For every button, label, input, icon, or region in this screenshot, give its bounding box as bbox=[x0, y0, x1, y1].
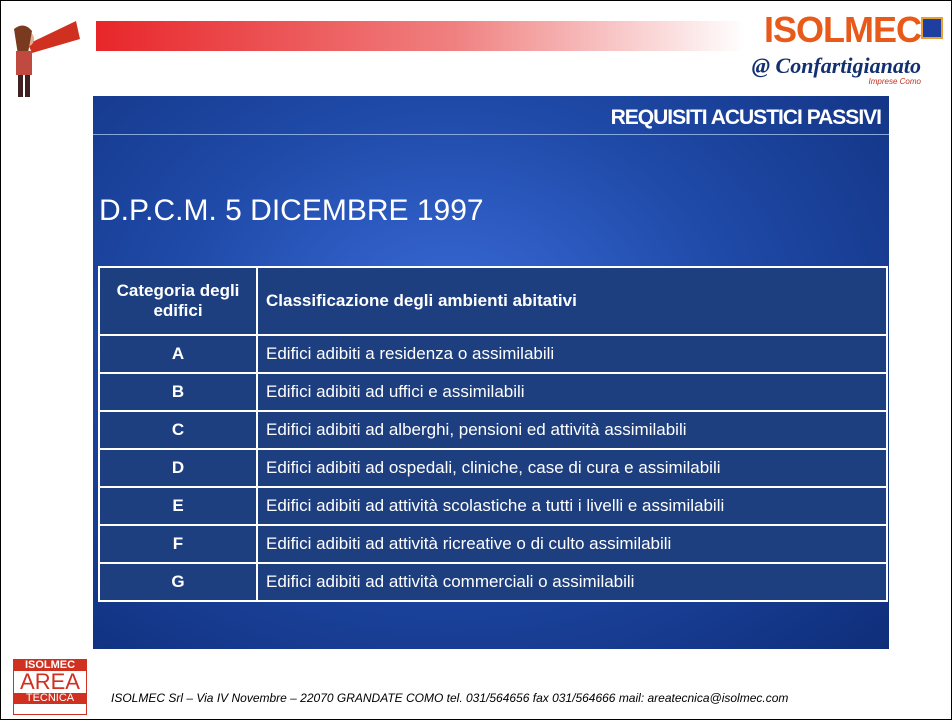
header-bar bbox=[96, 21, 746, 51]
table-row: E Edifici adibiti ad attività scolastiche… bbox=[98, 486, 888, 526]
description-cell: Edifici adibiti ad alberghi, pensioni ed… bbox=[256, 410, 888, 450]
table-row: C Edifici adibiti ad alberghi, pensioni e… bbox=[98, 410, 888, 450]
table-header: Categoria degli edifici Classificazione … bbox=[98, 266, 888, 336]
section-title: REQUISITI ACUSTICI PASSIVI bbox=[610, 106, 882, 129]
eu-flag bbox=[921, 17, 943, 39]
category-cell: F bbox=[98, 524, 258, 564]
table-row: D Edifici adibiti ad ospedali, cliniche, … bbox=[98, 448, 888, 488]
description-cell: Edifici adibiti ad attività commerciali … bbox=[256, 562, 888, 602]
header-cell: Classificazione degli ambienti abitativi bbox=[256, 266, 888, 336]
table-row: A Edifici adibiti a residenza o assimilab… bbox=[98, 334, 888, 374]
category-cell: E bbox=[98, 486, 258, 526]
category-table: Categoria degli edifici Classificazione … bbox=[98, 266, 888, 602]
category-cell: C bbox=[98, 410, 258, 450]
content-panel: REQUISITI ACUSTICI PASSIVI D.P.C.M. 5 DI… bbox=[93, 96, 889, 649]
description-cell: Edifici adibiti ad attività scolastiche … bbox=[256, 486, 888, 526]
footer-text: ISOLMEC Srl – Via IV Novembre – 22070 GR… bbox=[111, 691, 789, 705]
footer-logo: ISOLMEC AREA TECNICA bbox=[13, 659, 87, 715]
table-row: G Edifici adibiti ad attività commerciali… bbox=[98, 562, 888, 602]
description-cell: Edifici adibiti a residenza o assimilabi… bbox=[256, 334, 888, 374]
footer-logo-line: TECNICA bbox=[14, 693, 86, 704]
description-cell: Edifici adibiti ad uffici e assimilabili bbox=[256, 372, 888, 412]
table-row: B Edifici adibiti ad uffici e assimilabil… bbox=[98, 372, 888, 412]
table-row: F Edifici adibiti ad attività ricreative … bbox=[98, 524, 888, 564]
divider bbox=[93, 134, 889, 135]
category-cell: G bbox=[98, 562, 258, 602]
category-cell: A bbox=[98, 334, 258, 374]
footer-logo-line: AREA bbox=[20, 669, 80, 694]
header-cell: Categoria degli edifici bbox=[98, 266, 258, 336]
partner-name: Confartigianato bbox=[775, 53, 921, 78]
slide-title: D.P.C.M. 5 DICEMBRE 1997 bbox=[99, 194, 484, 227]
partner: @ Confartigianato bbox=[752, 53, 921, 79]
footer-logo-line: ISOLMEC bbox=[14, 660, 86, 671]
category-cell: D bbox=[98, 448, 258, 488]
partner-sub: Imprese Como bbox=[868, 77, 921, 86]
logo: ISOLMEC bbox=[763, 9, 922, 50]
description-cell: Edifici adibiti ad attività ricreative o… bbox=[256, 524, 888, 564]
category-cell: B bbox=[98, 372, 258, 412]
partner-mark: @ bbox=[751, 53, 771, 78]
megaphone-figure bbox=[14, 21, 80, 97]
description-cell: Edifici adibiti ad ospedali, cliniche, c… bbox=[256, 448, 888, 488]
